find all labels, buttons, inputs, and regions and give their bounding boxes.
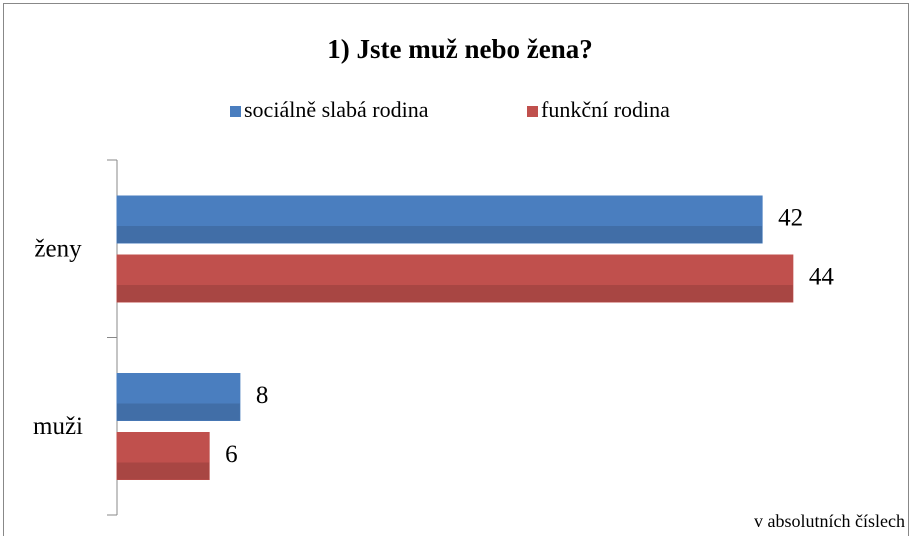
bar-shade [117, 403, 240, 421]
category-label: ženy [34, 235, 82, 262]
bar-shade [117, 462, 210, 480]
data-label: 8 [256, 382, 269, 409]
legend-label: sociálně slabá rodina [244, 97, 429, 122]
annotation: v absolutních číslech [754, 511, 905, 531]
bar [116, 373, 241, 421]
bar-shade [117, 285, 793, 302]
data-label: 44 [809, 264, 835, 291]
bar [116, 254, 794, 303]
bar-shade [117, 226, 763, 243]
data-label: 6 [225, 441, 238, 468]
category-label: muži [33, 413, 83, 440]
data-label: 42 [778, 205, 803, 232]
legend-label: funkční rodina [541, 97, 670, 122]
legend-swatch [230, 106, 241, 117]
chart-title: 1) Jste muž nebo žena? [327, 34, 592, 64]
bar [116, 432, 210, 480]
bar [116, 195, 763, 244]
legend-swatch [527, 106, 538, 117]
